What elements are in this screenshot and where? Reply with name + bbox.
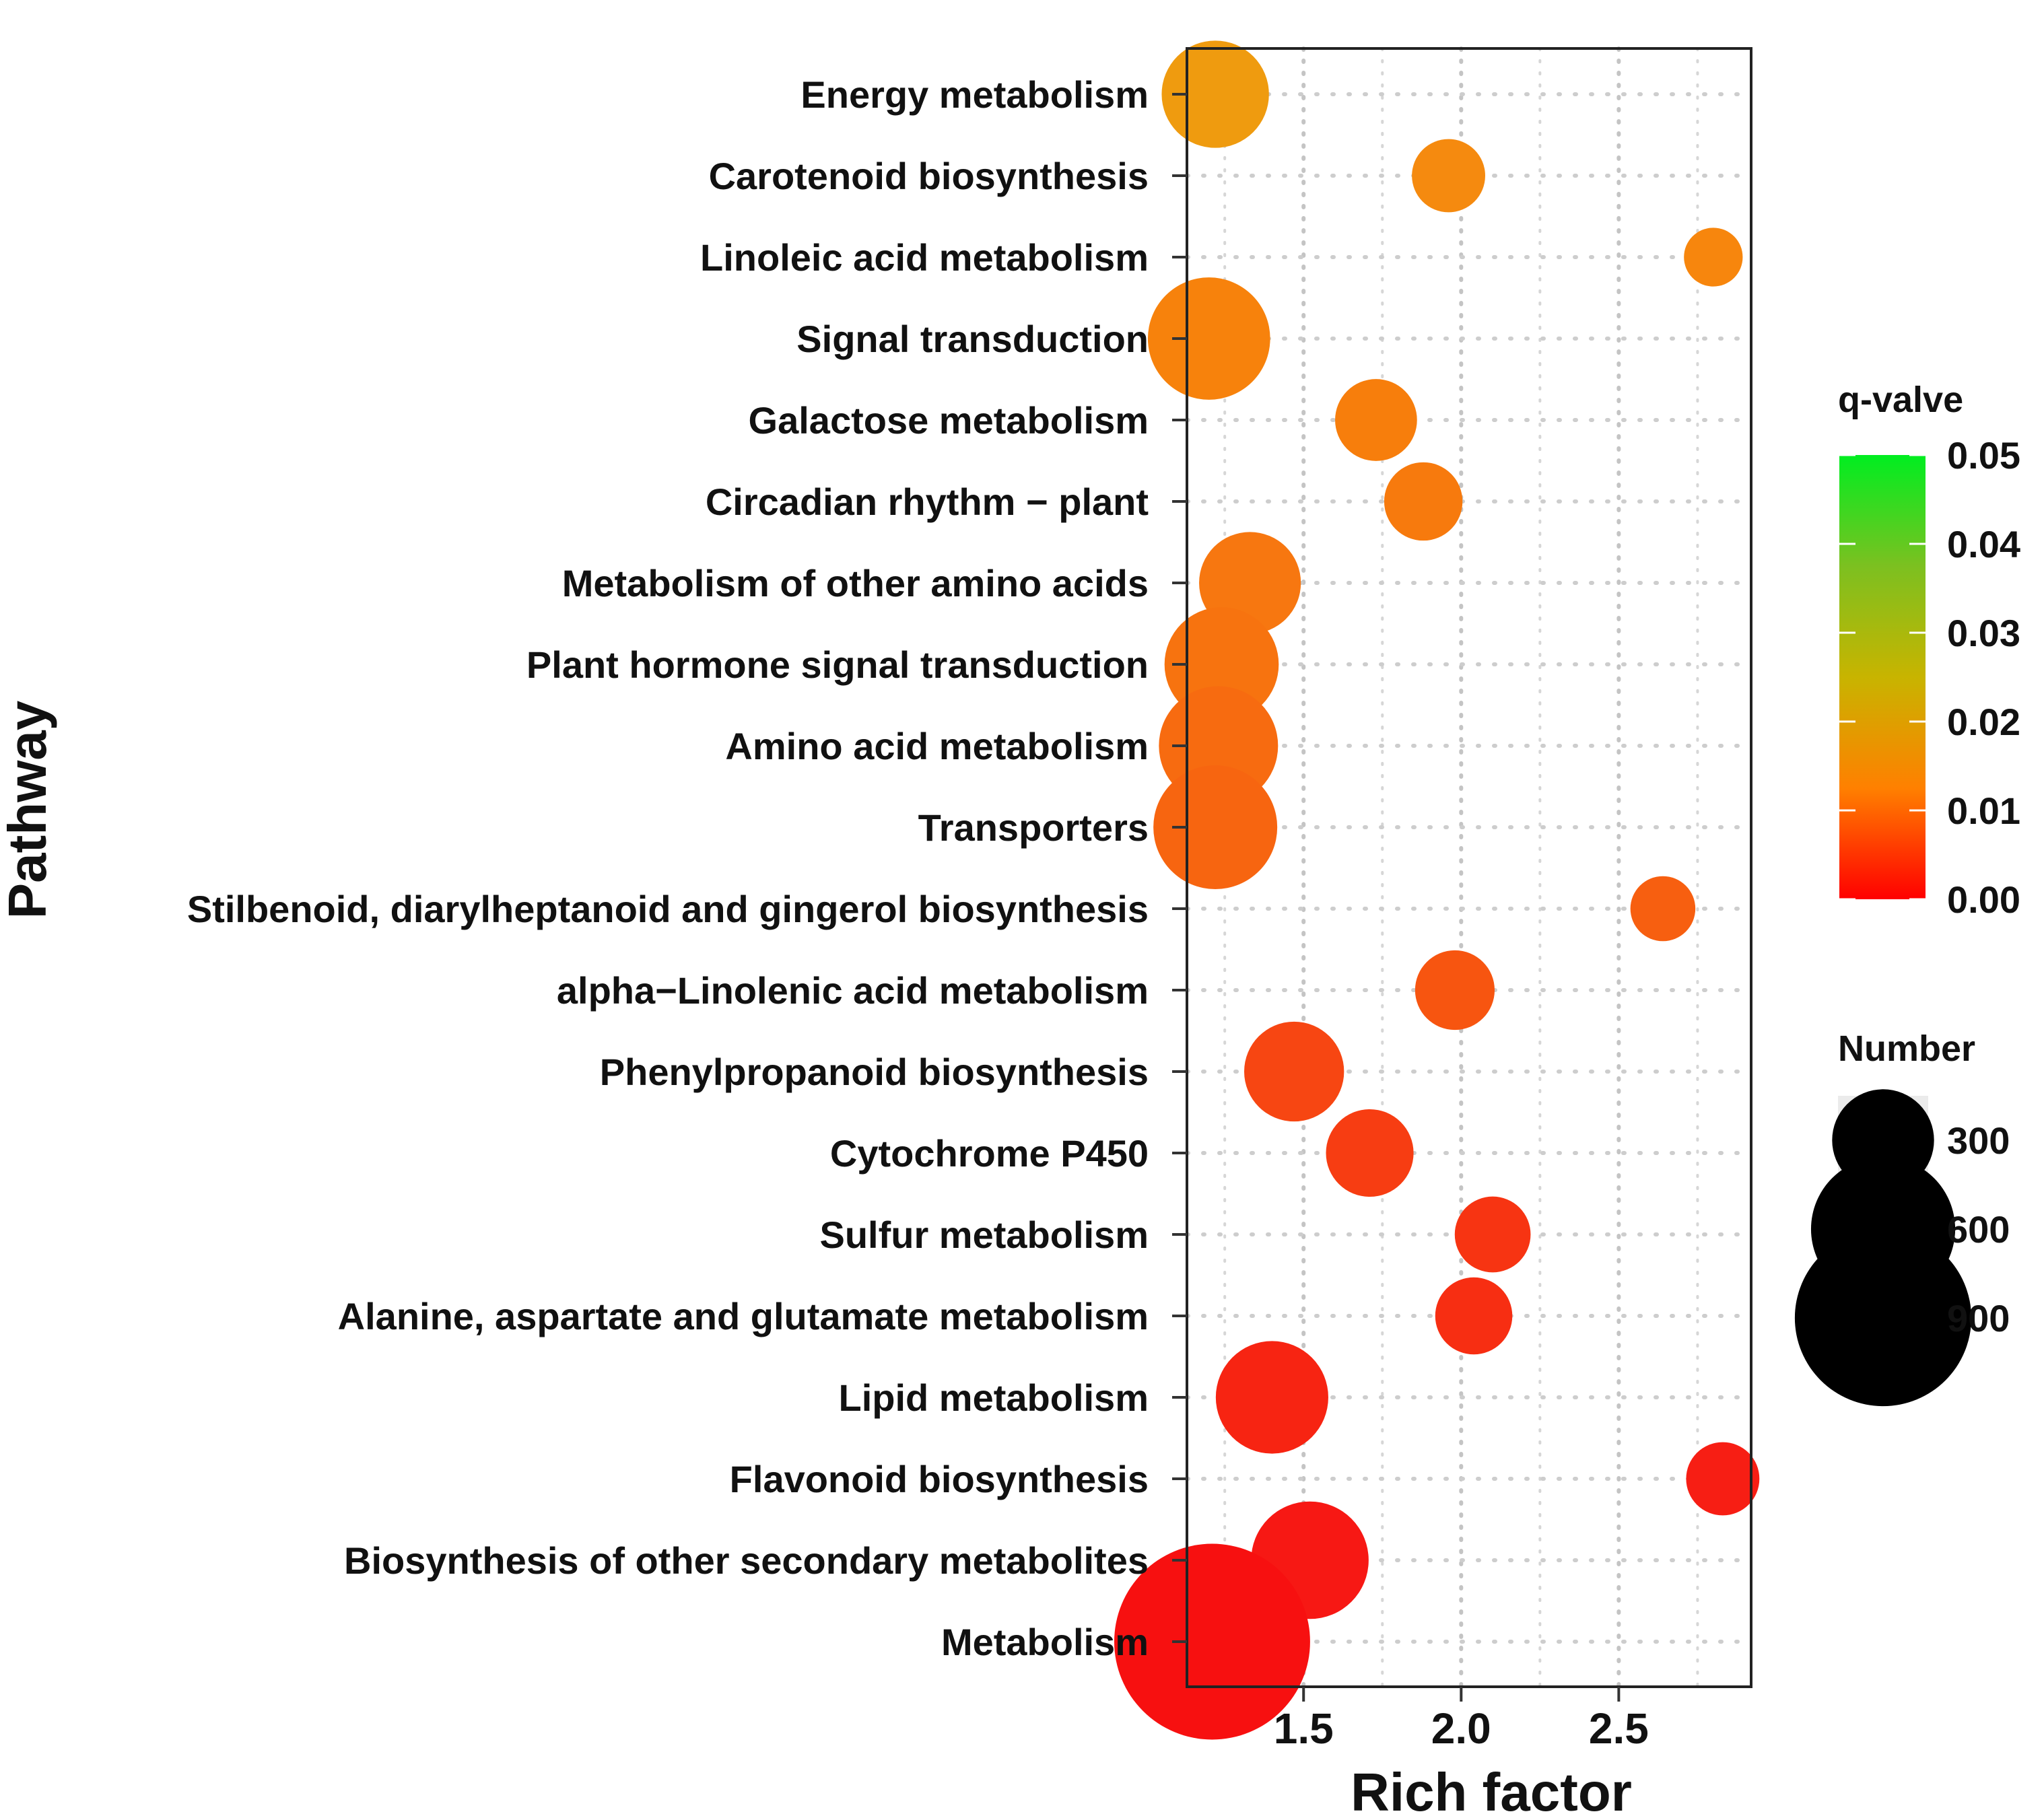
- color-legend-label: 0.02: [1947, 701, 2020, 743]
- pathway-label: Energy metabolism: [800, 73, 1149, 116]
- x-axis-title: Rich factor: [1351, 1762, 1632, 1816]
- pathway-label: Plant hormone signal transduction: [526, 643, 1149, 686]
- pathway-label: Carotenoid biosynthesis: [709, 155, 1149, 197]
- size-legend: Number 300 600 900: [1794, 1028, 2010, 1407]
- pathway-label: Linoleic acid metabolism: [700, 236, 1149, 279]
- point-layer: [1114, 40, 1760, 1740]
- data-point: [1412, 139, 1485, 213]
- color-legend-label: 0.01: [1947, 790, 2020, 832]
- size-legend-circle: [1794, 1229, 1972, 1407]
- data-point: [1161, 40, 1269, 148]
- pathway-label: Lipid metabolism: [839, 1376, 1149, 1419]
- data-point: [1215, 1341, 1328, 1454]
- data-point: [1686, 1442, 1760, 1516]
- pathway-label: Metabolism of other amino acids: [562, 562, 1149, 604]
- pathway-label: Biosynthesis of other secondary metaboli…: [344, 1539, 1149, 1582]
- pathway-label: Phenylpropanoid biosynthesis: [600, 1051, 1149, 1093]
- x-tick-label: 1.5: [1274, 1704, 1334, 1753]
- color-legend-label: 0.03: [1947, 612, 2020, 654]
- color-legend-title: q-valve: [1838, 380, 1963, 420]
- pathway-label: alpha−Linolenic acid metabolism: [557, 969, 1149, 1012]
- data-point: [1335, 379, 1417, 461]
- color-legend-label: 0.00: [1947, 878, 2020, 921]
- y-axis-title: Pathway: [0, 700, 57, 919]
- x-tick-label: 2.0: [1431, 1704, 1491, 1753]
- size-legend-label: 300: [1947, 1119, 2010, 1162]
- data-point: [1153, 765, 1278, 889]
- data-point: [1630, 876, 1696, 942]
- pathway-label: Alanine, aspartate and glutamate metabol…: [338, 1295, 1149, 1337]
- data-point: [1684, 228, 1743, 287]
- pathway-label: Amino acid metabolism: [725, 725, 1149, 767]
- data-point: [1435, 1277, 1513, 1355]
- data-point: [1326, 1109, 1414, 1197]
- color-legend: q-valve 0.05 0.04 0.03 0.02 0.01 0.00: [1838, 380, 2020, 921]
- plot-panel: [1114, 40, 1760, 1740]
- pathway-label: Flavonoid biosynthesis: [730, 1458, 1149, 1500]
- pathway-label: Signal transduction: [796, 318, 1149, 360]
- data-point: [1415, 950, 1495, 1031]
- data-point: [1147, 277, 1270, 400]
- size-legend-title: Number: [1838, 1028, 1975, 1069]
- size-legend-label: 900: [1947, 1297, 2010, 1339]
- x-tick-label: 2.5: [1589, 1704, 1649, 1753]
- pathway-label: Cytochrome P450: [830, 1132, 1149, 1175]
- pathway-label: Transporters: [918, 806, 1149, 849]
- size-legend-label: 600: [1947, 1208, 2010, 1251]
- pathway-label: Stilbenoid, diarylheptanoid and gingerol…: [187, 888, 1149, 930]
- color-legend-label: 0.05: [1947, 434, 2020, 477]
- color-legend-ticks: 0.05 0.04 0.03 0.02 0.01 0.00: [1839, 434, 2020, 921]
- pathway-label: Circadian rhythm − plant: [706, 481, 1149, 523]
- color-legend-gradient-bar: [1839, 455, 1926, 899]
- y-axis: Energy metabolism Carotenoid biosynthesis…: [187, 73, 1187, 1663]
- pathway-label: Sulfur metabolism: [819, 1214, 1149, 1256]
- pathway-label: Metabolism: [941, 1621, 1149, 1663]
- data-point: [1114, 1543, 1310, 1740]
- data-point: [1244, 1021, 1344, 1122]
- color-legend-label: 0.04: [1947, 523, 2020, 565]
- data-point: [1454, 1196, 1531, 1273]
- x-axis: 1.5 2.0 2.5: [1274, 1687, 1649, 1753]
- panel-border: [1186, 47, 1752, 1688]
- pathway-label: Galactose metabolism: [749, 399, 1149, 442]
- size-legend-entries: 300 600 900: [1794, 1089, 2010, 1407]
- data-point: [1384, 462, 1463, 541]
